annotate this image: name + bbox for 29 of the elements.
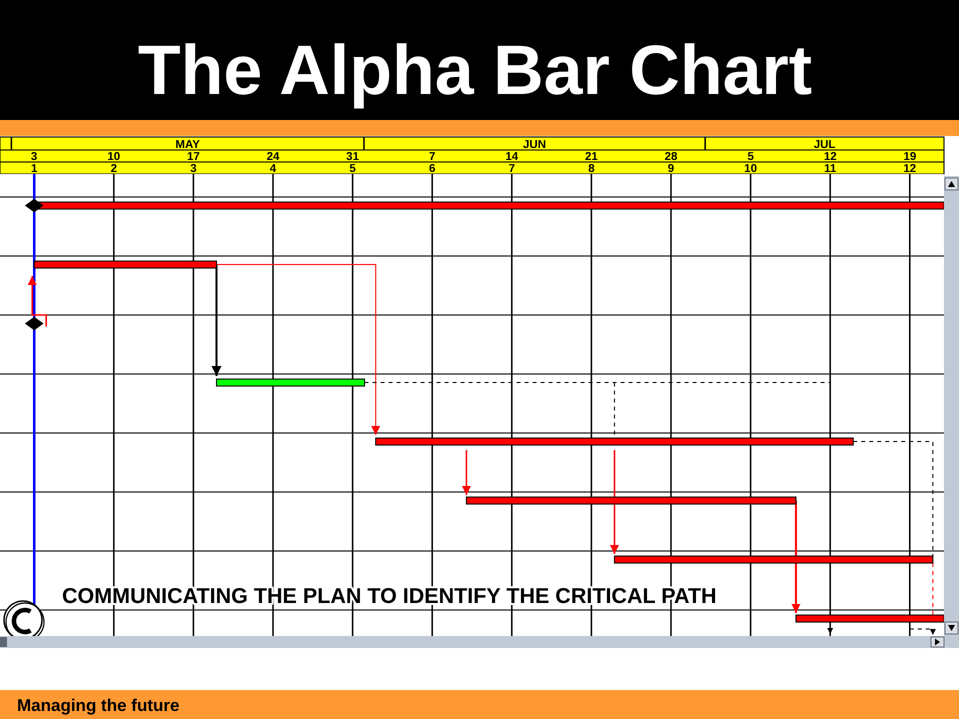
x-tick-label: 3 — [190, 163, 197, 175]
x-tick-label: 7 — [508, 163, 515, 175]
text: JUN — [523, 139, 546, 151]
text: JUL — [814, 139, 836, 151]
x-tick-label: 9 — [668, 163, 674, 175]
x2-tick-label: 5 — [747, 151, 754, 163]
x2-tick-label: 17 — [186, 151, 200, 163]
text: Managing the future — [17, 696, 180, 715]
x2-tick-label: 19 — [903, 151, 916, 163]
x2-tick-label: 12 — [824, 151, 837, 163]
x-tick-label: 4 — [270, 163, 277, 175]
x-tick-label: 12 — [903, 163, 916, 175]
x2-tick-label: 28 — [664, 151, 678, 163]
x2-tick-label: 24 — [266, 151, 280, 163]
chart-title: The Alpha Bar Chart — [138, 31, 812, 109]
x-tick-label: 8 — [588, 163, 596, 175]
x-tick-label: 5 — [349, 163, 356, 175]
x2-tick-label: 7 — [428, 151, 436, 163]
x2-tick-label: 14 — [505, 151, 519, 163]
x-tick-label: 1 — [31, 163, 38, 175]
x2-tick-label: 31 — [346, 151, 360, 163]
x2-tick-label: 3 — [30, 151, 38, 163]
x2-tick-label: 10 — [107, 151, 120, 163]
text: MAY — [175, 139, 200, 151]
x2-tick-label: 21 — [585, 151, 598, 163]
x-tick-label: 2 — [110, 163, 118, 175]
x-tick-label: 10 — [744, 163, 757, 175]
x-tick-label: 6 — [429, 163, 436, 175]
x-tick-label: 11 — [824, 163, 837, 175]
